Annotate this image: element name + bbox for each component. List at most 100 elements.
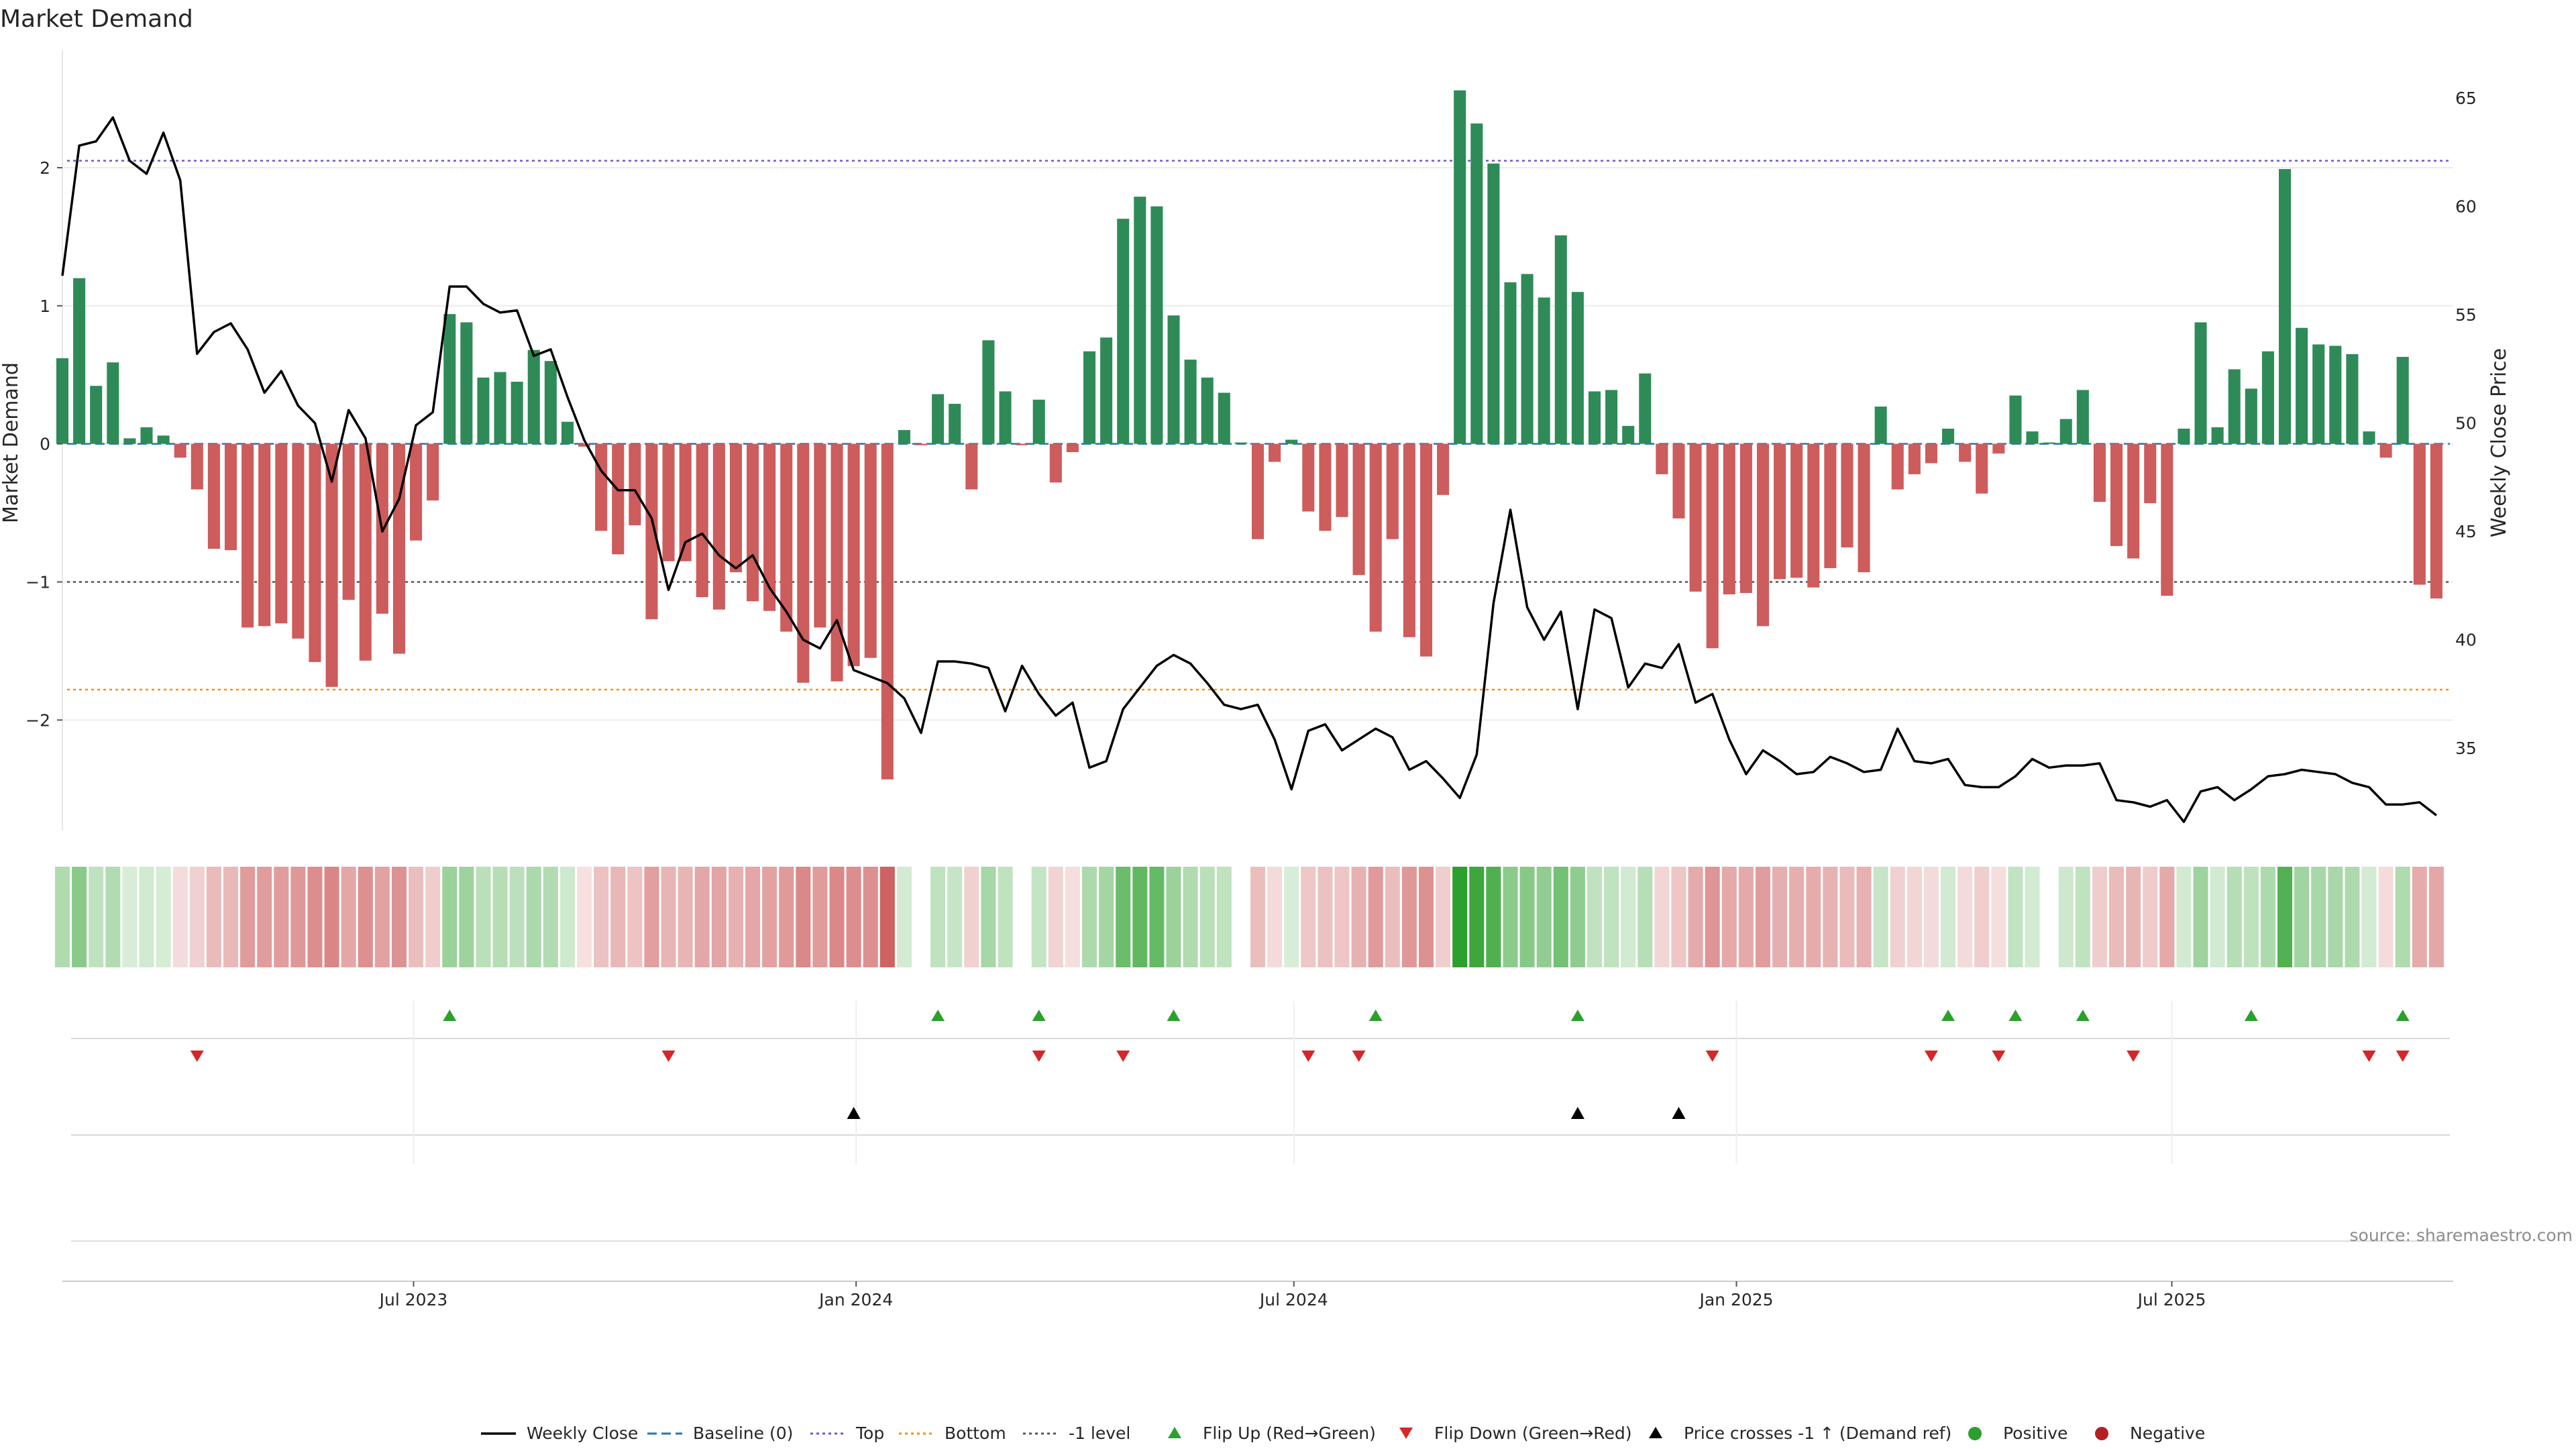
heat-cell: [1216, 867, 1232, 967]
heat-cell: [2143, 867, 2158, 967]
heat-cell: [661, 867, 676, 967]
heat-cell: [1132, 867, 1148, 967]
demand-bar: [1386, 443, 1399, 539]
demand-bar: [1352, 443, 1365, 576]
heat-cell: [374, 867, 390, 967]
legend-swatch: [2095, 1427, 2108, 1440]
heat-cell: [594, 867, 609, 967]
demand-bar: [2346, 354, 2359, 444]
demand-bar: [847, 443, 860, 667]
heat-cell: [206, 867, 221, 967]
heat-cell: [54, 867, 70, 967]
demand-bar: [2178, 429, 2190, 444]
heat-cell: [2412, 867, 2427, 967]
demand-bar: [1992, 443, 2005, 454]
demand-bar: [561, 421, 574, 444]
heat-cell: [1738, 867, 1754, 967]
demand-bar: [90, 386, 103, 444]
demand-bar: [1774, 443, 1786, 580]
demand-bar: [1083, 351, 1096, 444]
demand-bar: [1218, 392, 1230, 444]
demand-bar: [1117, 219, 1130, 444]
heat-cell: [1318, 867, 1333, 967]
heat-cell: [577, 867, 592, 967]
demand-bar: [1285, 439, 1298, 444]
heat-cell: [1418, 867, 1434, 967]
x-tick-label: Jan 2025: [1698, 1290, 1773, 1309]
y2-tick-label: 60: [2455, 197, 2477, 217]
demand-bar: [612, 443, 625, 555]
legend-label: Positive: [2003, 1424, 2068, 1443]
heat-cell: [2311, 867, 2326, 967]
demand-bar: [1454, 90, 1466, 444]
heat-cell: [711, 867, 727, 967]
demand-bar: [965, 443, 978, 490]
flip-down-marker: [2396, 1051, 2410, 1062]
heat-cell: [223, 867, 239, 967]
heat-cell: [1503, 867, 1518, 967]
demand-bar: [696, 443, 708, 598]
heat-cell: [2058, 867, 2074, 967]
heat-cell: [728, 867, 743, 967]
heat-cell: [2226, 867, 2242, 967]
heat-cell: [1823, 867, 1838, 967]
heat-cell: [156, 867, 171, 967]
demand-bar: [258, 443, 271, 627]
heat-cell: [1149, 867, 1165, 967]
demand-bar: [2396, 356, 2409, 444]
x-axis: Jul 2023 Jan 2024 Jul 2024 Jan 2025 Jul 2025: [62, 1281, 2453, 1309]
x-tick-label: Jul 2025: [2137, 1290, 2206, 1309]
flip-up-marker: [2396, 1010, 2410, 1021]
demand-bar: [2261, 351, 2274, 444]
heat-cell: [1116, 867, 1131, 967]
x-tick-label: Jul 2023: [378, 1290, 448, 1309]
demand-bar: [1016, 443, 1028, 445]
heat-cell: [559, 867, 575, 967]
demand-bar: [797, 443, 810, 683]
demand-bars: [56, 90, 2443, 780]
y2-tick-label: 35: [2455, 739, 2477, 758]
demand-bar: [2076, 390, 2089, 444]
heat-cell: [476, 867, 491, 967]
heat-cell: [694, 867, 710, 967]
demand-bar: [999, 391, 1012, 444]
heat-cell: [947, 867, 963, 967]
demand-bar: [2363, 431, 2375, 444]
demand-bar: [1319, 443, 1332, 531]
legend-swatch: [1168, 1427, 1181, 1438]
demand-bar: [477, 377, 490, 444]
legend-swatch: [1968, 1427, 1982, 1440]
demand-bar: [2312, 344, 2325, 444]
heat-cell: [981, 867, 996, 967]
y2-tick-label: 40: [2455, 631, 2477, 650]
heat-cell: [762, 867, 777, 967]
y-tick-label: 2: [40, 158, 50, 178]
heat-cell: [2345, 867, 2360, 967]
demand-bar: [2043, 442, 2055, 444]
demand-bar: [1807, 443, 1820, 588]
demand-bar: [2296, 327, 2308, 444]
heat-cell: [1081, 867, 1097, 967]
heat-cell: [324, 867, 339, 967]
heat-cell: [1099, 867, 1114, 967]
demand-bar: [1622, 425, 1635, 444]
demand-bar: [241, 443, 254, 628]
heat-cell: [1806, 867, 1821, 967]
demand-bar: [1908, 443, 1921, 474]
legend-label: Top: [855, 1424, 884, 1443]
demand-bar: [427, 443, 439, 501]
heat-cell: [1671, 867, 1686, 967]
demand-bar: [712, 443, 725, 610]
demand-bar: [1874, 407, 1887, 444]
demand-bar: [595, 443, 608, 531]
demand-bar: [1369, 443, 1382, 632]
heat-cell: [678, 867, 693, 967]
x-tick-label: Jan 2024: [818, 1290, 893, 1309]
price-cross-marker: [1672, 1107, 1686, 1119]
demand-bar: [1790, 443, 1803, 578]
flip-down-marker: [2127, 1051, 2141, 1062]
heat-cell: [2210, 867, 2225, 967]
heat-cell: [779, 867, 794, 967]
heat-cell: [964, 867, 979, 967]
y-tick-label: 1: [40, 297, 50, 316]
